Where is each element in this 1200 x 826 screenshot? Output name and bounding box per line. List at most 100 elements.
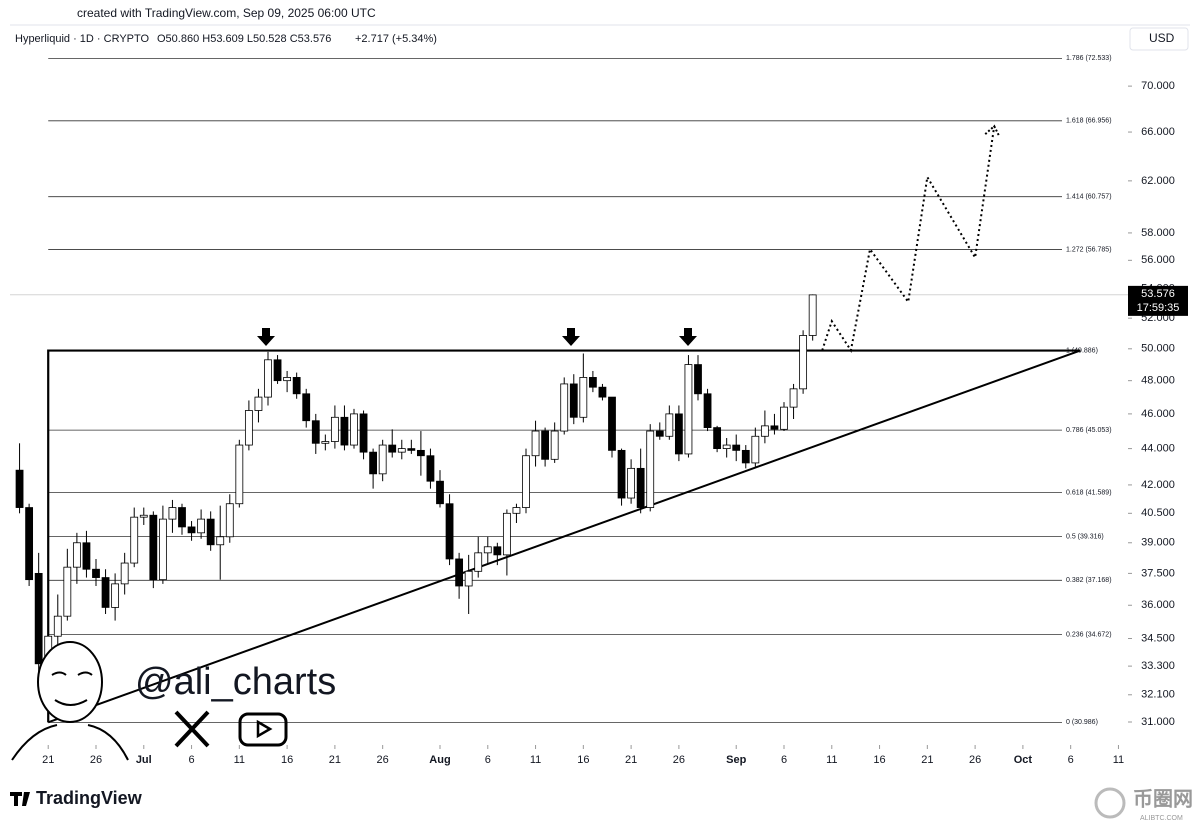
candle-body: [713, 427, 722, 449]
candle-body: [330, 416, 339, 442]
y-tick-label: 39.000: [1141, 537, 1175, 549]
y-tick-label: 32.100: [1141, 689, 1175, 701]
candle-body: [139, 514, 148, 518]
candle-body: [789, 388, 798, 408]
projection: [821, 126, 996, 353]
y-tick-label: 44.000: [1141, 443, 1175, 455]
candle-body: [617, 449, 626, 499]
candle-body: [636, 467, 645, 508]
candle-body: [350, 413, 358, 446]
candle-body: [82, 542, 91, 570]
y-tick-label: 42.000: [1141, 479, 1175, 491]
change: +2.717 (+5.34%): [355, 33, 437, 45]
x-tick-label: 26: [969, 754, 981, 766]
site-logo: [1094, 787, 1126, 819]
candle-body: [598, 386, 607, 398]
fib-label: 0.5 (39.316): [1066, 533, 1104, 540]
candle-body: [197, 518, 206, 534]
x-tick-label: 11: [234, 754, 245, 766]
symbol: Hyperliquid · 1D · CRYPTO: [15, 33, 150, 45]
candle-body: [808, 294, 817, 336]
x-tick-label: 11: [1113, 754, 1124, 766]
candle-body: [369, 451, 378, 475]
x-tick-label: Jul: [136, 754, 152, 766]
candle-body: [206, 518, 215, 546]
y-tick-label: 31.000: [1141, 716, 1175, 728]
candle-body: [340, 416, 349, 446]
x-tick-label: 6: [1068, 754, 1074, 766]
candle-body: [292, 377, 301, 395]
fib-label: 0.618 (41.589): [1066, 489, 1112, 496]
x-tick-label: 26: [673, 754, 685, 766]
x-tick-label: Oct: [1014, 754, 1033, 766]
candle-body: [799, 335, 808, 390]
created-note: created with TradingView.com, Sep 09, 20…: [77, 6, 376, 20]
candle-body: [53, 615, 62, 637]
candle-body: [120, 562, 129, 585]
candle-body: [770, 425, 779, 430]
x-tick-label: 6: [781, 754, 787, 766]
projection-arrowhead: [984, 124, 1001, 137]
fib-label: 1.414 (60.757): [1066, 194, 1112, 201]
y-tick-label: 50.000: [1141, 343, 1175, 355]
x-tick-label: 26: [90, 754, 102, 766]
candle-body: [397, 448, 406, 453]
x-tick-label: 11: [826, 754, 837, 766]
candle-body: [741, 449, 750, 464]
avatar: [11, 641, 129, 761]
candle-body: [550, 430, 559, 460]
candle-body: [426, 455, 435, 482]
price-label-box: [1128, 285, 1188, 316]
candle-body: [751, 435, 760, 464]
youtube-play: [256, 719, 273, 739]
candle-body: [378, 444, 387, 475]
y-tick-label: 66.000: [1141, 126, 1175, 138]
brand: TradingView: [36, 788, 143, 808]
candle-body: [646, 430, 655, 508]
candle-body: [541, 430, 550, 460]
candle-body: [684, 364, 693, 455]
x-tick-label: 16: [873, 754, 885, 766]
y-tick-label: 37.500: [1141, 567, 1175, 579]
candle-body: [63, 566, 72, 617]
candle-body: [569, 383, 578, 418]
fib-label: 0.786 (45.053): [1066, 427, 1112, 434]
candle-body: [694, 364, 702, 395]
candle-body: [15, 469, 24, 508]
candle-body: [703, 393, 712, 428]
pivot-arrows: [257, 328, 697, 346]
x-tick-label: Sep: [726, 754, 746, 766]
fib-label: 1.786 (72.533): [1066, 55, 1112, 62]
currency-box[interactable]: [1129, 27, 1189, 51]
tv-logo: [10, 792, 30, 806]
candle-body: [359, 413, 368, 453]
candle-body: [178, 507, 186, 528]
site-url: ALIBTC.COM: [1140, 815, 1183, 822]
candle-body: [225, 503, 234, 538]
candle-body: [92, 568, 100, 578]
candle-body: [101, 577, 110, 608]
candle-body: [722, 444, 731, 449]
candle-body: [311, 420, 320, 444]
candle-body: [522, 455, 530, 508]
candle-body: [531, 430, 540, 457]
x-tick-label: 6: [485, 754, 491, 766]
candle-body: [216, 536, 225, 546]
candle-body: [283, 377, 292, 382]
candle-body: [464, 570, 473, 587]
youtube-icon: [238, 712, 288, 747]
x-tick-label: 21: [921, 754, 933, 766]
candle-body: [512, 507, 521, 514]
candle-body: [149, 514, 158, 581]
fib-label: 1.618 (66.956): [1066, 118, 1112, 125]
candle-body: [665, 413, 674, 437]
candle-body: [187, 526, 196, 534]
fib-label: 0.382 (37.168): [1066, 577, 1112, 584]
candle-body: [493, 546, 502, 556]
watermark-handle: @ali_charts: [135, 661, 336, 703]
down-arrow: [679, 328, 697, 346]
fib-label: 0 (30.986): [1066, 719, 1098, 726]
candle-body: [273, 359, 282, 382]
